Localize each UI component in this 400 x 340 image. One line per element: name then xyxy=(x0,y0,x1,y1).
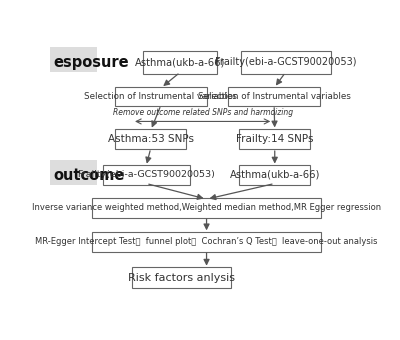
Text: esposure: esposure xyxy=(53,55,129,70)
Text: Remove outcome related SNPs and harmoizing: Remove outcome related SNPs and harmoizi… xyxy=(113,108,293,117)
Text: Asthma(ukb-a-66): Asthma(ukb-a-66) xyxy=(230,170,320,180)
FancyBboxPatch shape xyxy=(241,51,330,73)
Text: Frailty(ebi-a-GCST90020053): Frailty(ebi-a-GCST90020053) xyxy=(215,57,356,67)
FancyBboxPatch shape xyxy=(115,129,186,150)
FancyBboxPatch shape xyxy=(92,232,321,252)
Bar xyxy=(50,160,96,185)
Text: outcome: outcome xyxy=(53,168,124,183)
Bar xyxy=(50,47,96,72)
Text: Risk factors anlysis: Risk factors anlysis xyxy=(128,273,235,283)
Text: MR-Egger Intercept Test．  funnel plot．  Cochran’s Q Test．  leave-one-out analysi: MR-Egger Intercept Test． funnel plot． Co… xyxy=(35,237,378,246)
FancyBboxPatch shape xyxy=(103,165,190,185)
Text: Inverse variance weighted method,Weighted median method,MR Egger regression: Inverse variance weighted method,Weighte… xyxy=(32,203,381,212)
Text: Asthma(ukb-a-66): Asthma(ukb-a-66) xyxy=(135,57,225,67)
Text: Frailty:14 SNPs: Frailty:14 SNPs xyxy=(236,134,314,144)
Text: Asthma:53 SNPs: Asthma:53 SNPs xyxy=(108,134,194,144)
FancyBboxPatch shape xyxy=(132,267,231,288)
FancyBboxPatch shape xyxy=(228,87,320,106)
FancyBboxPatch shape xyxy=(92,198,321,218)
Text: Selection of Instrumental variables: Selection of Instrumental variables xyxy=(84,92,237,101)
FancyBboxPatch shape xyxy=(143,51,218,73)
FancyBboxPatch shape xyxy=(239,129,310,150)
Text: Selection of Instrumental variables: Selection of Instrumental variables xyxy=(198,92,350,101)
FancyBboxPatch shape xyxy=(115,87,206,106)
Text: Frailty(ebi-a-GCST90020053): Frailty(ebi-a-GCST90020053) xyxy=(77,170,215,180)
FancyBboxPatch shape xyxy=(239,165,310,185)
